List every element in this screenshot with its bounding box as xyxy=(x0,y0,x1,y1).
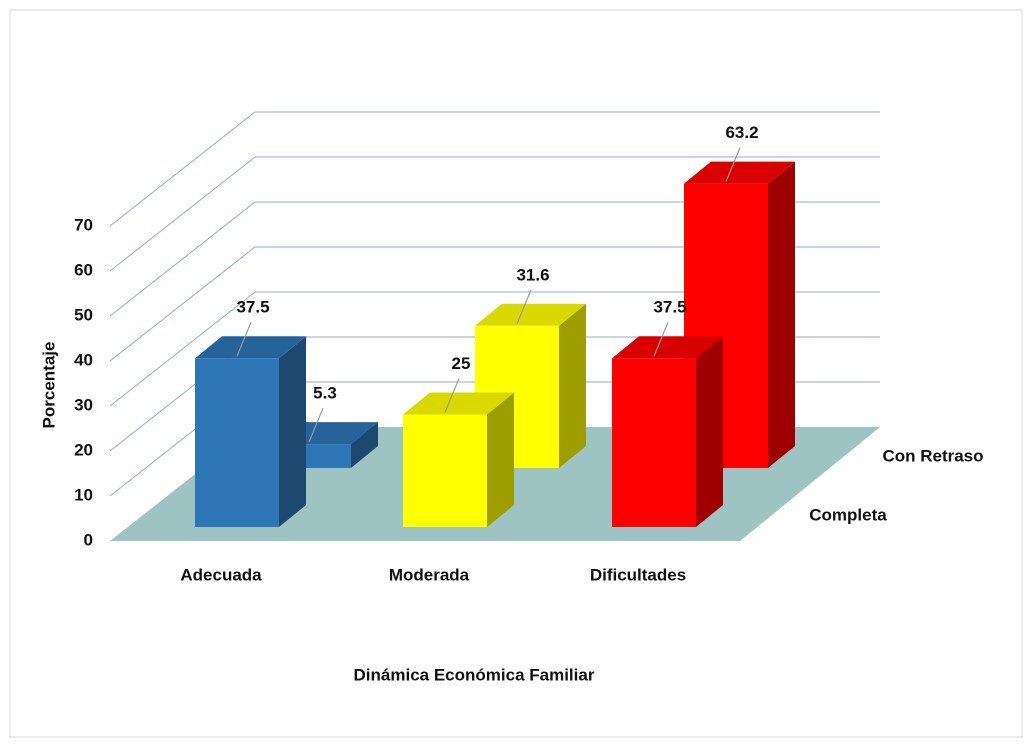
bar-top xyxy=(684,161,795,184)
bar-top xyxy=(612,336,723,359)
y-tick-label: 30 xyxy=(74,395,93,414)
y-tick-label: 20 xyxy=(74,440,93,459)
grid-line xyxy=(109,201,256,317)
bar xyxy=(612,358,696,527)
data-label: 63.2 xyxy=(725,123,758,142)
bar-side xyxy=(279,336,306,527)
grid-line xyxy=(109,246,256,362)
y-tick-label: 0 xyxy=(84,530,93,549)
data-label: 31.6 xyxy=(516,265,549,284)
data-label: 5.3 xyxy=(313,384,337,403)
y-tick-label: 60 xyxy=(74,260,93,279)
bar-side xyxy=(768,161,795,468)
leader-line xyxy=(653,322,669,357)
y-tick-label: 10 xyxy=(74,485,93,504)
bar-side xyxy=(696,336,723,527)
grid-line xyxy=(109,291,256,407)
bar-top xyxy=(195,336,306,359)
bar xyxy=(195,358,279,527)
x-tick-label: Moderada xyxy=(389,565,470,584)
bar-side xyxy=(487,392,514,527)
bar-top xyxy=(403,392,514,415)
x-tick-label: Dificultades xyxy=(590,565,686,584)
x-tick-label: Adecuada xyxy=(180,565,262,584)
bar-side xyxy=(351,422,378,468)
grid-line xyxy=(109,111,256,227)
leader-line xyxy=(725,147,741,182)
y-tick-label: 50 xyxy=(74,305,93,324)
bar xyxy=(403,414,487,527)
leader-line xyxy=(444,378,460,413)
series-label: Completa xyxy=(809,505,887,524)
data-label: 37.5 xyxy=(236,298,269,317)
leader-line xyxy=(236,322,252,357)
grid-line xyxy=(109,156,256,272)
bar-top xyxy=(475,303,586,326)
data-label: 25 xyxy=(452,354,471,373)
leader-line xyxy=(308,407,324,443)
series-label: Con Retraso xyxy=(882,446,983,465)
y-axis-title: Porcentaje xyxy=(39,342,58,429)
leader-line xyxy=(516,289,532,325)
y-tick-label: 40 xyxy=(74,350,93,369)
y-tick-label: 70 xyxy=(74,215,93,234)
bar-side xyxy=(559,303,586,468)
data-label: 37.5 xyxy=(653,298,686,317)
x-axis-title: Dinámica Económica Familiar xyxy=(354,665,595,684)
